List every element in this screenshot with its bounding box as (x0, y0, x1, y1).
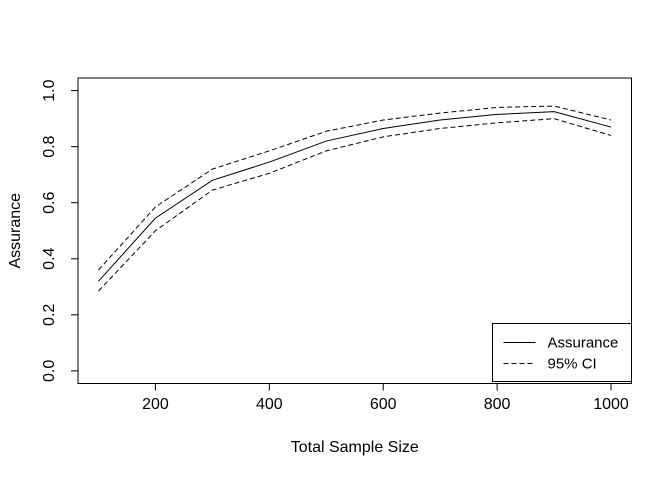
legend: Assurance 95% CI (492, 323, 632, 382)
plot-box (77, 77, 632, 384)
legend-label: 95% CI (548, 356, 597, 373)
x-tick-label: 200 (142, 396, 169, 413)
x-tick-label: 800 (484, 396, 511, 413)
series-95-ci-lower (98, 118, 612, 292)
y-tick-label: 1.0 (41, 79, 58, 101)
x-tick-label: 400 (256, 396, 283, 413)
y-tick-label: 0.0 (41, 360, 58, 382)
y-axis-title: Assurance (7, 193, 24, 269)
y-tick-label: 0.2 (41, 304, 58, 326)
x-axis-title: Total Sample Size (291, 439, 419, 456)
series-assurance (98, 111, 612, 282)
y-axis: 0.0 0.2 0.4 0.6 0.8 1.0 (41, 79, 78, 382)
x-tick-label: 1000 (593, 396, 629, 413)
y-tick-label: 0.8 (41, 135, 58, 157)
series-95-ci-upper (98, 105, 612, 271)
y-tick-label: 0.6 (41, 192, 58, 214)
x-axis: 200 400 600 800 1000 (142, 383, 629, 413)
legend-box (492, 323, 632, 382)
legend-label: Assurance (548, 335, 619, 352)
x-tick-label: 600 (370, 396, 397, 413)
y-tick-label: 0.4 (41, 248, 58, 270)
